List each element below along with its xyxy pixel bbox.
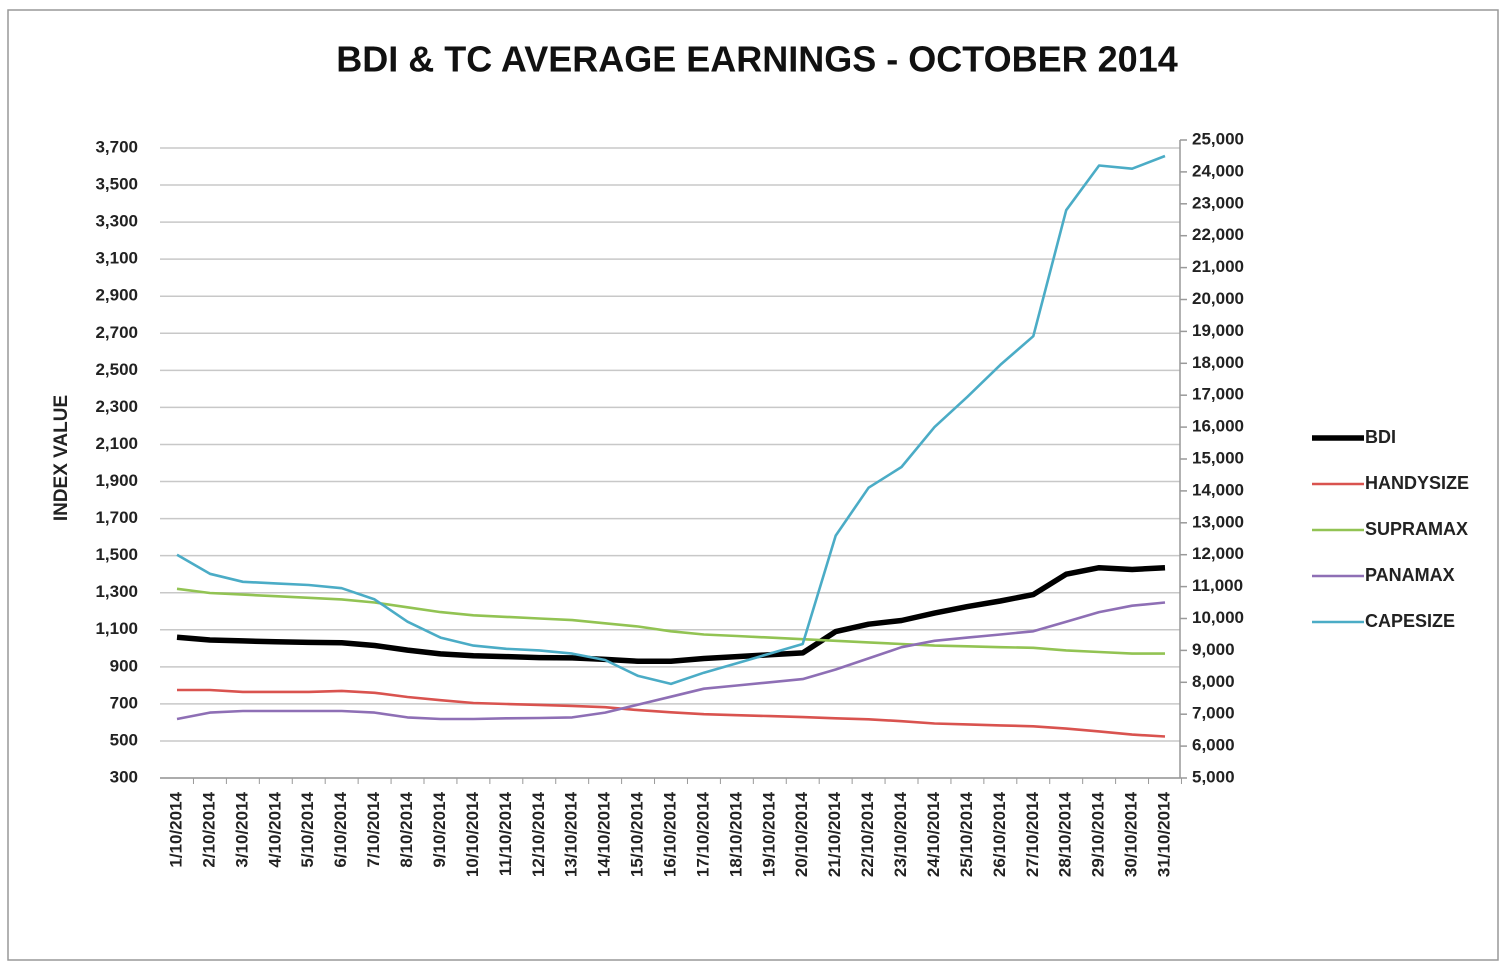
x-tick-label: 13/10/2014 xyxy=(562,791,581,877)
x-tick-label: 7/10/2014 xyxy=(364,791,383,867)
y2-tick-label: 22,000 xyxy=(1192,225,1244,244)
x-tick-label: 11/10/2014 xyxy=(496,791,515,876)
x-tick-label: 15/10/2014 xyxy=(628,791,647,877)
x-tick-label: 18/10/2014 xyxy=(726,791,745,877)
y-tick-label: 1,500 xyxy=(95,545,138,564)
x-tick-label: 2/10/2014 xyxy=(199,791,218,867)
x-tick-label: 23/10/2014 xyxy=(891,791,910,877)
series-line xyxy=(176,154,1166,686)
y2-tick-label: 21,000 xyxy=(1192,257,1244,276)
x-tick-label: 19/10/2014 xyxy=(759,791,778,877)
y-tick-label: 1,100 xyxy=(95,619,138,638)
y-tick-label: 1,700 xyxy=(95,508,138,527)
x-tick-label: 5/10/2014 xyxy=(298,791,317,867)
y2-tick-label: 10,000 xyxy=(1192,608,1244,627)
y2-tick-label: 18,000 xyxy=(1192,353,1244,372)
y2-tick-label: 24,000 xyxy=(1192,161,1244,180)
x-tick-label: 10/10/2014 xyxy=(463,791,482,877)
y2-tick-label: 15,000 xyxy=(1192,448,1244,467)
x-tick-label: 17/10/2014 xyxy=(693,791,712,877)
x-tick-label: 28/10/2014 xyxy=(1056,791,1075,877)
y-tick-label: 2,100 xyxy=(95,434,138,453)
x-tick-label: 30/10/2014 xyxy=(1122,791,1141,877)
y2-tick-label: 20,000 xyxy=(1192,289,1244,308)
series-line xyxy=(177,688,1166,738)
y2-tick-label: 16,000 xyxy=(1192,417,1244,436)
x-tick-label: 26/10/2014 xyxy=(990,791,1009,877)
x-tick-label: 12/10/2014 xyxy=(529,791,548,877)
y-tick-label: 3,100 xyxy=(95,249,138,268)
y2-tick-label: 11,000 xyxy=(1192,576,1243,595)
y-tick-label: 300 xyxy=(110,767,138,786)
y2-tick-label: 8,000 xyxy=(1192,672,1235,691)
y2-tick-label: 25,000 xyxy=(1192,129,1244,148)
frame xyxy=(7,9,1499,961)
legend-label: BDI xyxy=(1365,427,1396,447)
x-tick-label: 6/10/2014 xyxy=(331,791,350,867)
x-tick-label: 24/10/2014 xyxy=(924,791,943,877)
y-tick-label: 3,700 xyxy=(95,137,138,156)
y-tick-label: 1,300 xyxy=(95,582,138,601)
series-line xyxy=(176,587,1165,655)
y2-tick-label: 17,000 xyxy=(1192,385,1244,404)
y2-tick-label: 6,000 xyxy=(1192,736,1235,755)
x-tick-label: 20/10/2014 xyxy=(792,791,811,877)
x-tick-label: 3/10/2014 xyxy=(232,791,251,867)
legend-label: SUPRAMAX xyxy=(1365,519,1468,539)
x-tick-label: 4/10/2014 xyxy=(265,791,284,867)
x-tick-label: 22/10/2014 xyxy=(858,791,877,877)
y-tick-label: 2,700 xyxy=(95,323,138,342)
y-tick-label: 3,300 xyxy=(95,212,138,231)
x-tick-label: 8/10/2014 xyxy=(397,791,416,867)
y-tick-label: 500 xyxy=(110,730,138,749)
series-line xyxy=(176,601,1166,721)
y-tick-label: 2,500 xyxy=(95,360,138,379)
y-tick-label: 700 xyxy=(110,693,138,712)
x-tick-label: 29/10/2014 xyxy=(1089,791,1108,877)
y-tick-label: 2,900 xyxy=(95,286,138,305)
y-tick-label: 900 xyxy=(110,656,138,675)
x-tick-label: 25/10/2014 xyxy=(957,791,976,877)
y2-tick-label: 14,000 xyxy=(1192,480,1244,499)
y-tick-label: 1,900 xyxy=(95,471,138,490)
y2-tick-label: 23,000 xyxy=(1192,193,1244,212)
series-line xyxy=(176,564,1166,665)
x-tick-label: 9/10/2014 xyxy=(430,791,449,867)
y-tick-label: 2,300 xyxy=(95,397,138,416)
y2-tick-label: 7,000 xyxy=(1192,704,1235,723)
x-tick-label: 14/10/2014 xyxy=(595,791,614,877)
y2-tick-label: 9,000 xyxy=(1192,640,1235,659)
y2-tick-label: 12,000 xyxy=(1192,544,1244,563)
x-tick-label: 1/10/2014 xyxy=(166,791,185,867)
x-tick-label: 21/10/2014 xyxy=(825,791,844,877)
y-axis-label: INDEX VALUE xyxy=(51,395,72,521)
y2-tick-label: 5,000 xyxy=(1192,767,1235,786)
y2-tick-label: 19,000 xyxy=(1192,321,1244,340)
y-tick-label: 3,500 xyxy=(95,175,138,194)
legend-label: CAPESIZE xyxy=(1365,611,1455,631)
x-tick-label: 31/10/2014 xyxy=(1154,791,1173,877)
chart-title: BDI & TC AVERAGE EARNINGS - OCTOBER 2014 xyxy=(336,39,1177,80)
x-tick-label: 16/10/2014 xyxy=(660,791,679,877)
legend-label: PANAMAX xyxy=(1365,565,1455,585)
legend-label: HANDYSIZE xyxy=(1365,473,1469,493)
y2-tick-label: 13,000 xyxy=(1192,512,1244,531)
x-tick-label: 27/10/2014 xyxy=(1023,791,1042,877)
